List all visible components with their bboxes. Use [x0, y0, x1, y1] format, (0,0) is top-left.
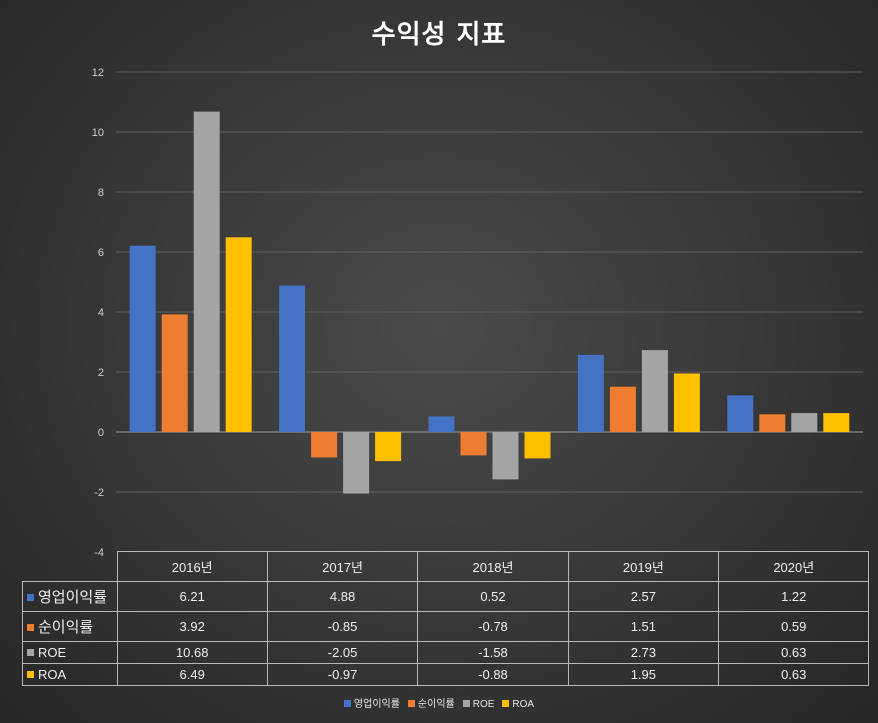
bar-ROA-2018년	[524, 432, 551, 459]
table-cell: -0.97	[266, 663, 419, 686]
legend-key-swatch	[27, 594, 34, 601]
bars	[129, 111, 850, 494]
table-row-header: ROE	[22, 641, 118, 664]
y-tick-label: -4	[94, 547, 104, 559]
table-row-header: 순이익률	[22, 611, 118, 642]
bar-순이익률-2020년	[759, 414, 786, 432]
legend-label: ROA	[512, 699, 535, 710]
bar-ROA-2019년	[673, 373, 700, 432]
legend-item: 순이익률	[407, 695, 455, 710]
chart-title: 수익성 지표	[371, 20, 507, 50]
bar-영업이익률-2018년	[428, 416, 455, 432]
legend-label: 영업이익률	[353, 699, 400, 710]
table-row-header: ROA	[22, 663, 118, 686]
table-cell: 2.57	[567, 581, 720, 612]
data-table: 2016년 2017년 2018년 2019년 2020년 영업이익률 6.21 4.88 0.…	[22, 551, 870, 686]
legend-swatch	[407, 700, 415, 707]
legend-key-swatch	[27, 649, 34, 656]
table-row-label: 영업이익률	[38, 589, 108, 606]
table-cell: -2.05	[266, 641, 419, 664]
legend-key-swatch	[27, 624, 34, 631]
bar-ROA-2016년	[225, 237, 252, 432]
bar-ROE-2017년	[343, 432, 370, 494]
table-cell: 0.63	[718, 641, 870, 664]
bar-순이익률-2018년	[460, 432, 487, 456]
table-cell: 1.95	[567, 663, 720, 686]
table-cell: 2.73	[567, 641, 720, 664]
y-tick-label: 8	[98, 187, 104, 199]
table-cell: 0.59	[718, 611, 870, 642]
table-cell: 6.49	[116, 663, 268, 686]
table-row: ROE 10.68 -2.05 -1.58 2.73 0.63	[22, 641, 870, 664]
legend-swatch	[502, 700, 510, 707]
legend: 영업이익률 순이익률 ROE ROA	[0, 695, 878, 710]
y-tick-label: 4	[98, 307, 104, 319]
legend-item: 영업이익률	[343, 695, 400, 710]
table-cell: -0.78	[417, 611, 569, 642]
table-cell: 6.21	[116, 581, 268, 612]
table-cell: 1.22	[718, 581, 870, 612]
table-row: ROA 6.49 -0.97 -0.88 1.95 0.63	[22, 663, 870, 686]
table-column-header: 2018년	[417, 551, 569, 582]
legend-item: ROA	[502, 699, 534, 710]
legend-item: ROE	[462, 699, 495, 710]
table-row-label: ROE	[38, 645, 67, 660]
bar-ROA-2017년	[375, 432, 402, 462]
bar-순이익률-2019년	[609, 386, 636, 432]
y-tick-label: 0	[98, 427, 104, 439]
table-row-label: 순이익률	[38, 619, 94, 636]
table-column-header: 2016년	[116, 551, 268, 582]
table-cell: -0.88	[417, 663, 569, 686]
legend-swatch	[343, 700, 351, 707]
legend-swatch	[462, 700, 470, 707]
bar-영업이익률-2017년	[279, 285, 306, 432]
legend-key-swatch	[27, 671, 34, 678]
table-cell: -1.58	[417, 641, 569, 664]
y-axis-ticks: 12 10 8 6 4 2 0 -2 -4	[92, 67, 104, 559]
table-cell: -0.85	[266, 611, 419, 642]
y-tick-label: 6	[98, 247, 104, 259]
table-cell: 4.88	[266, 581, 419, 612]
table-cell: 0.52	[417, 581, 569, 612]
table-cell: 0.63	[718, 663, 870, 686]
bar-순이익률-2016년	[161, 314, 188, 432]
bar-영업이익률-2016년	[129, 245, 156, 432]
table-row-label: ROA	[38, 667, 67, 682]
legend-label: ROE	[472, 699, 495, 710]
table-column-header: 2019년	[567, 551, 720, 582]
table-cell: 3.92	[116, 611, 268, 642]
table-row: 순이익률 3.92 -0.85 -0.78 1.51 0.59	[22, 611, 870, 642]
bar-ROE-2020년	[791, 413, 818, 432]
y-tick-label: -2	[94, 487, 104, 499]
y-tick-label: 12	[92, 67, 104, 79]
bar-순이익률-2017년	[311, 432, 338, 458]
table-row: 영업이익률 6.21 4.88 0.52 2.57 1.22	[22, 581, 870, 612]
bar-ROE-2019년	[641, 350, 668, 432]
bar-영업이익률-2019년	[577, 354, 604, 432]
table-column-header: 2020년	[718, 551, 870, 582]
legend-label: 순이익률	[417, 699, 455, 710]
table-header-row: 2016년 2017년 2018년 2019년 2020년	[23, 551, 870, 582]
table-column-header: 2017년	[266, 551, 419, 582]
table-corner	[23, 552, 118, 582]
table-cell: 10.68	[116, 641, 268, 664]
y-tick-label: 10	[92, 127, 104, 139]
bar-영업이익률-2020년	[727, 395, 754, 432]
bar-ROE-2016년	[193, 111, 220, 432]
table-cell: 1.51	[567, 611, 720, 642]
table-row-header: 영업이익률	[22, 581, 118, 612]
bar-ROA-2020년	[823, 413, 850, 432]
y-tick-label: 2	[98, 367, 104, 379]
bar-ROE-2018년	[492, 432, 519, 480]
